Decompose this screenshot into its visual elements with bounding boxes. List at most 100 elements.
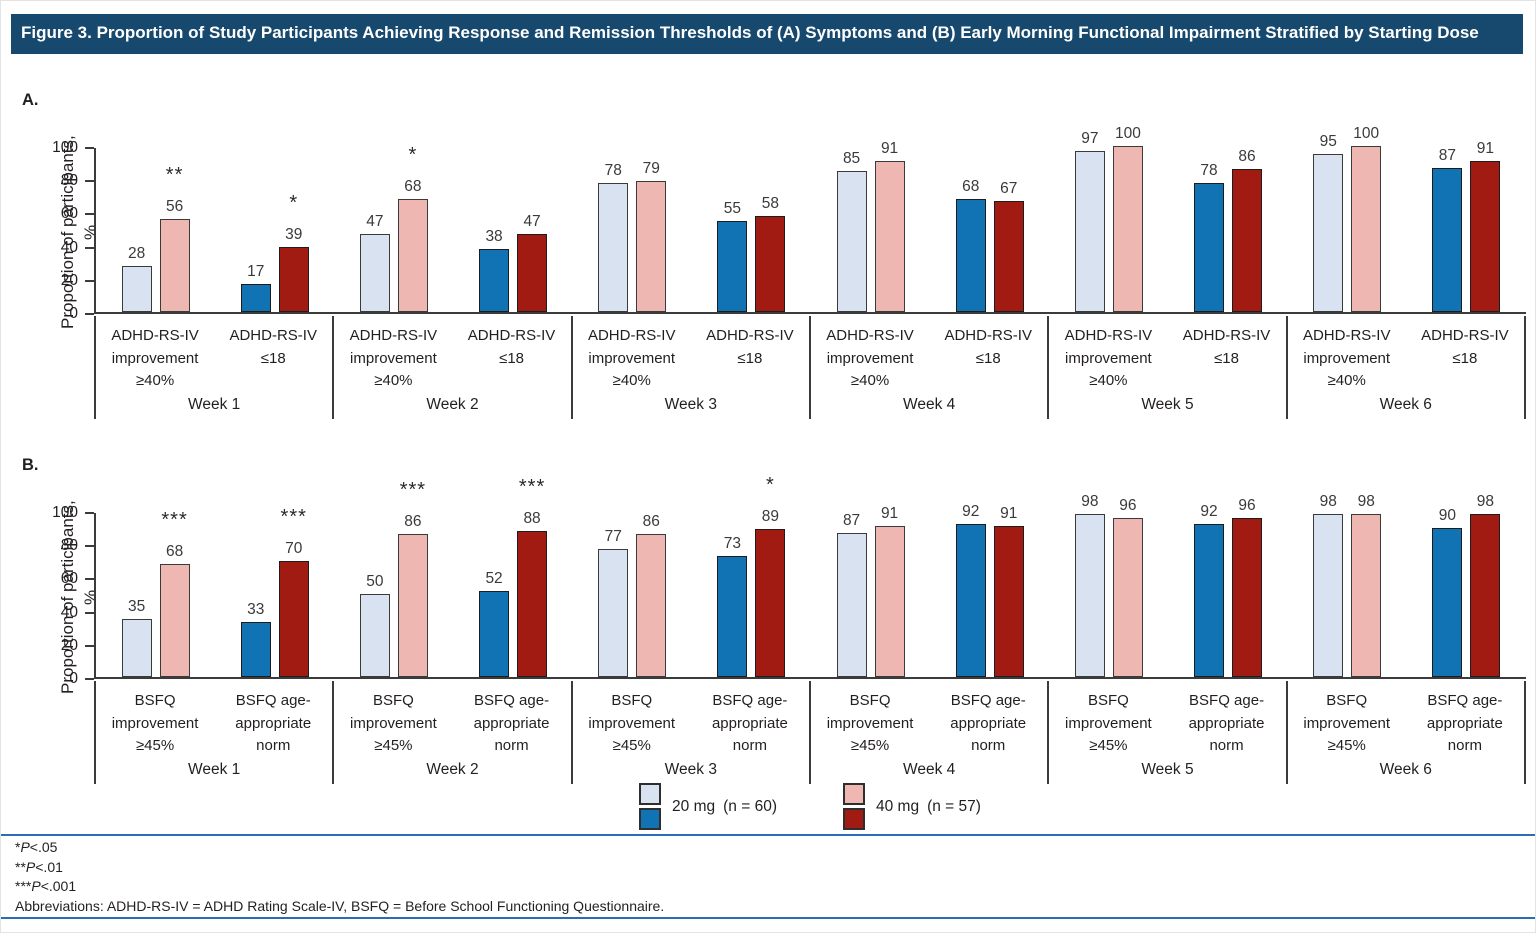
bar-value-label: 100 [1353, 125, 1380, 142]
legend-swatch-stack-40mg [843, 783, 865, 830]
category-label: BSFQ improvement ≥45% [350, 692, 437, 754]
week-label: Week 1 [188, 761, 241, 778]
week-label-cell: BSFQ improvement ≥45% BSFQ age- appropria… [332, 681, 570, 784]
bar-20mg [121, 265, 152, 312]
bar-value-label: 86 [404, 513, 422, 531]
bar-20mg [1074, 514, 1105, 677]
axis-labels-row: ADHD-RS-IV improvement ≥40% ADHD-RS-IV ≤1… [94, 316, 1526, 419]
bar-20mg [359, 233, 390, 312]
week-label: Week 6 [1379, 396, 1432, 413]
bar-column: 98 [1074, 459, 1105, 677]
bar-column: 55 [717, 166, 748, 312]
bar-20mg [598, 549, 629, 677]
bar-value-label: 88 [523, 509, 541, 527]
bar-column: 98 [1351, 459, 1382, 677]
bar-20mg [955, 524, 986, 677]
bar-column: 92 [1194, 469, 1225, 677]
bar-column: *** 86 [397, 479, 428, 677]
bar-40mg [636, 534, 667, 677]
panel-b-letter: B. [22, 456, 39, 474]
week-label: Week 3 [664, 761, 717, 778]
bar-40mg [278, 247, 309, 312]
y-axis-tick [85, 578, 94, 581]
bar-value-label: 68 [165, 543, 184, 561]
bar-40mg [993, 200, 1024, 312]
legend-label-20mg: 20 mg (n = 60) [672, 798, 777, 816]
category-label: BSFQ age- appropriate norm [1426, 692, 1503, 754]
category-label: BSFQ age- appropriate norm [473, 692, 550, 754]
bar-40mg [1351, 146, 1382, 312]
bar-pair: 92 96 [1194, 463, 1263, 677]
y-axis-tick [85, 147, 94, 149]
bar-pair: 92 91 [955, 469, 1024, 677]
bar-value-label: 91 [880, 139, 899, 157]
bar-value-label: 28 [127, 244, 146, 262]
bar-column: * 68 [397, 144, 428, 312]
legend: 20 mg (n = 60) 40 mg (n = 57) [94, 783, 1526, 830]
bar-40mg [874, 160, 905, 312]
bar-value-label: 98 [1081, 493, 1099, 511]
footnote-p: P [25, 858, 36, 875]
bar-column: 35 [121, 564, 152, 677]
bar-20mg [479, 248, 510, 312]
bar-pair: 73 * 89 [717, 474, 786, 677]
week-label: Week 6 [1379, 761, 1432, 778]
bar-40mg [1112, 517, 1143, 677]
category-label: BSFQ improvement ≥45% [1065, 692, 1152, 754]
plot-area: 35 *** 68 33 *** 70 50 *** 86 52 *** 88 77 86 73 * 89 87 9… [52, 474, 1526, 687]
bar-40mg [397, 199, 428, 312]
bar-20mg [359, 594, 390, 677]
week-column: 95 100 87 91 [1288, 125, 1526, 312]
bar-value-label: 87 [842, 511, 861, 529]
legend-swatch-stack-20mg [639, 783, 662, 830]
bar-40mg [397, 534, 428, 677]
bar-value-label: 98 [1319, 493, 1337, 511]
significance-marker: * [765, 474, 775, 497]
week-label-cell: ADHD-RS-IV improvement ≥40% ADHD-RS-IV ≤1… [94, 316, 332, 419]
bar-40mg [1112, 146, 1143, 312]
category-label: ADHD-RS-IV ≤18 [229, 327, 317, 367]
axis-labels-row: BSFQ improvement ≥45% BSFQ age- appropria… [94, 681, 1526, 784]
bar-value-label: 56 [165, 198, 184, 216]
bar-column: 91 [874, 471, 905, 677]
bar-value-label: 100 [1114, 125, 1141, 142]
bar-20mg [121, 618, 152, 677]
bar-value-label: 67 [1000, 179, 1018, 197]
week-label-cell: BSFQ improvement ≥45% BSFQ age- appropria… [94, 681, 332, 784]
bar-40mg [1232, 517, 1263, 677]
bar-column: 100 [1351, 91, 1382, 312]
bar-value-label: 90 [1438, 506, 1456, 524]
panel-a: A. Proportion of participants, % 28 ** 56 1… [1, 91, 1535, 421]
footnote-cond: <.01 [35, 858, 63, 875]
divider-rule-bottom [1, 917, 1535, 919]
week-label-cell: BSFQ improvement ≥45% BSFQ age- appropria… [1047, 681, 1285, 784]
week-label: Week 5 [1141, 761, 1194, 778]
week-label: Week 4 [903, 396, 956, 413]
bar-40mg [1470, 160, 1501, 312]
bar-20mg [1432, 527, 1463, 677]
bar-column: 73 [717, 501, 748, 677]
bar-40mg [278, 560, 309, 677]
week-column: 78 79 55 58 [573, 148, 811, 312]
week-label-cell: ADHD-RS-IV improvement ≥40% ADHD-RS-IV ≤1… [808, 316, 1047, 419]
bar-column: 77 [598, 494, 629, 677]
y-axis-tick-label: 100 [52, 504, 78, 521]
bar-value-label: 91 [880, 504, 899, 522]
y-axis-tick-label: 0 [69, 670, 78, 687]
bar-column: 85 [836, 116, 867, 312]
week-label-cell: ADHD-RS-IV improvement ≥40% ADHD-RS-IV ≤1… [570, 316, 809, 419]
week-label-cell: ADHD-RS-IV improvement ≥40% ADHD-RS-IV ≤1… [1047, 316, 1285, 419]
legend-dose-40mg: 40 mg [876, 797, 920, 815]
bar-column: 91 [1470, 106, 1501, 312]
bar-40mg [517, 530, 548, 677]
week-label-cell: BSFQ improvement ≥45% BSFQ age- appropria… [570, 681, 809, 784]
bar-pair: 33 *** 70 [240, 506, 309, 677]
bar-value-label: 78 [1200, 161, 1218, 179]
bar-column: 78 [598, 128, 629, 312]
category-label: ADHD-RS-IV improvement ≥40% [111, 327, 199, 389]
footnote-stars: ** [15, 858, 26, 875]
bar-value-label: 96 [1238, 496, 1256, 514]
bar-value-label: 86 [1238, 148, 1256, 166]
week-label: Week 3 [664, 396, 717, 413]
significance-marker: *** [518, 475, 546, 498]
